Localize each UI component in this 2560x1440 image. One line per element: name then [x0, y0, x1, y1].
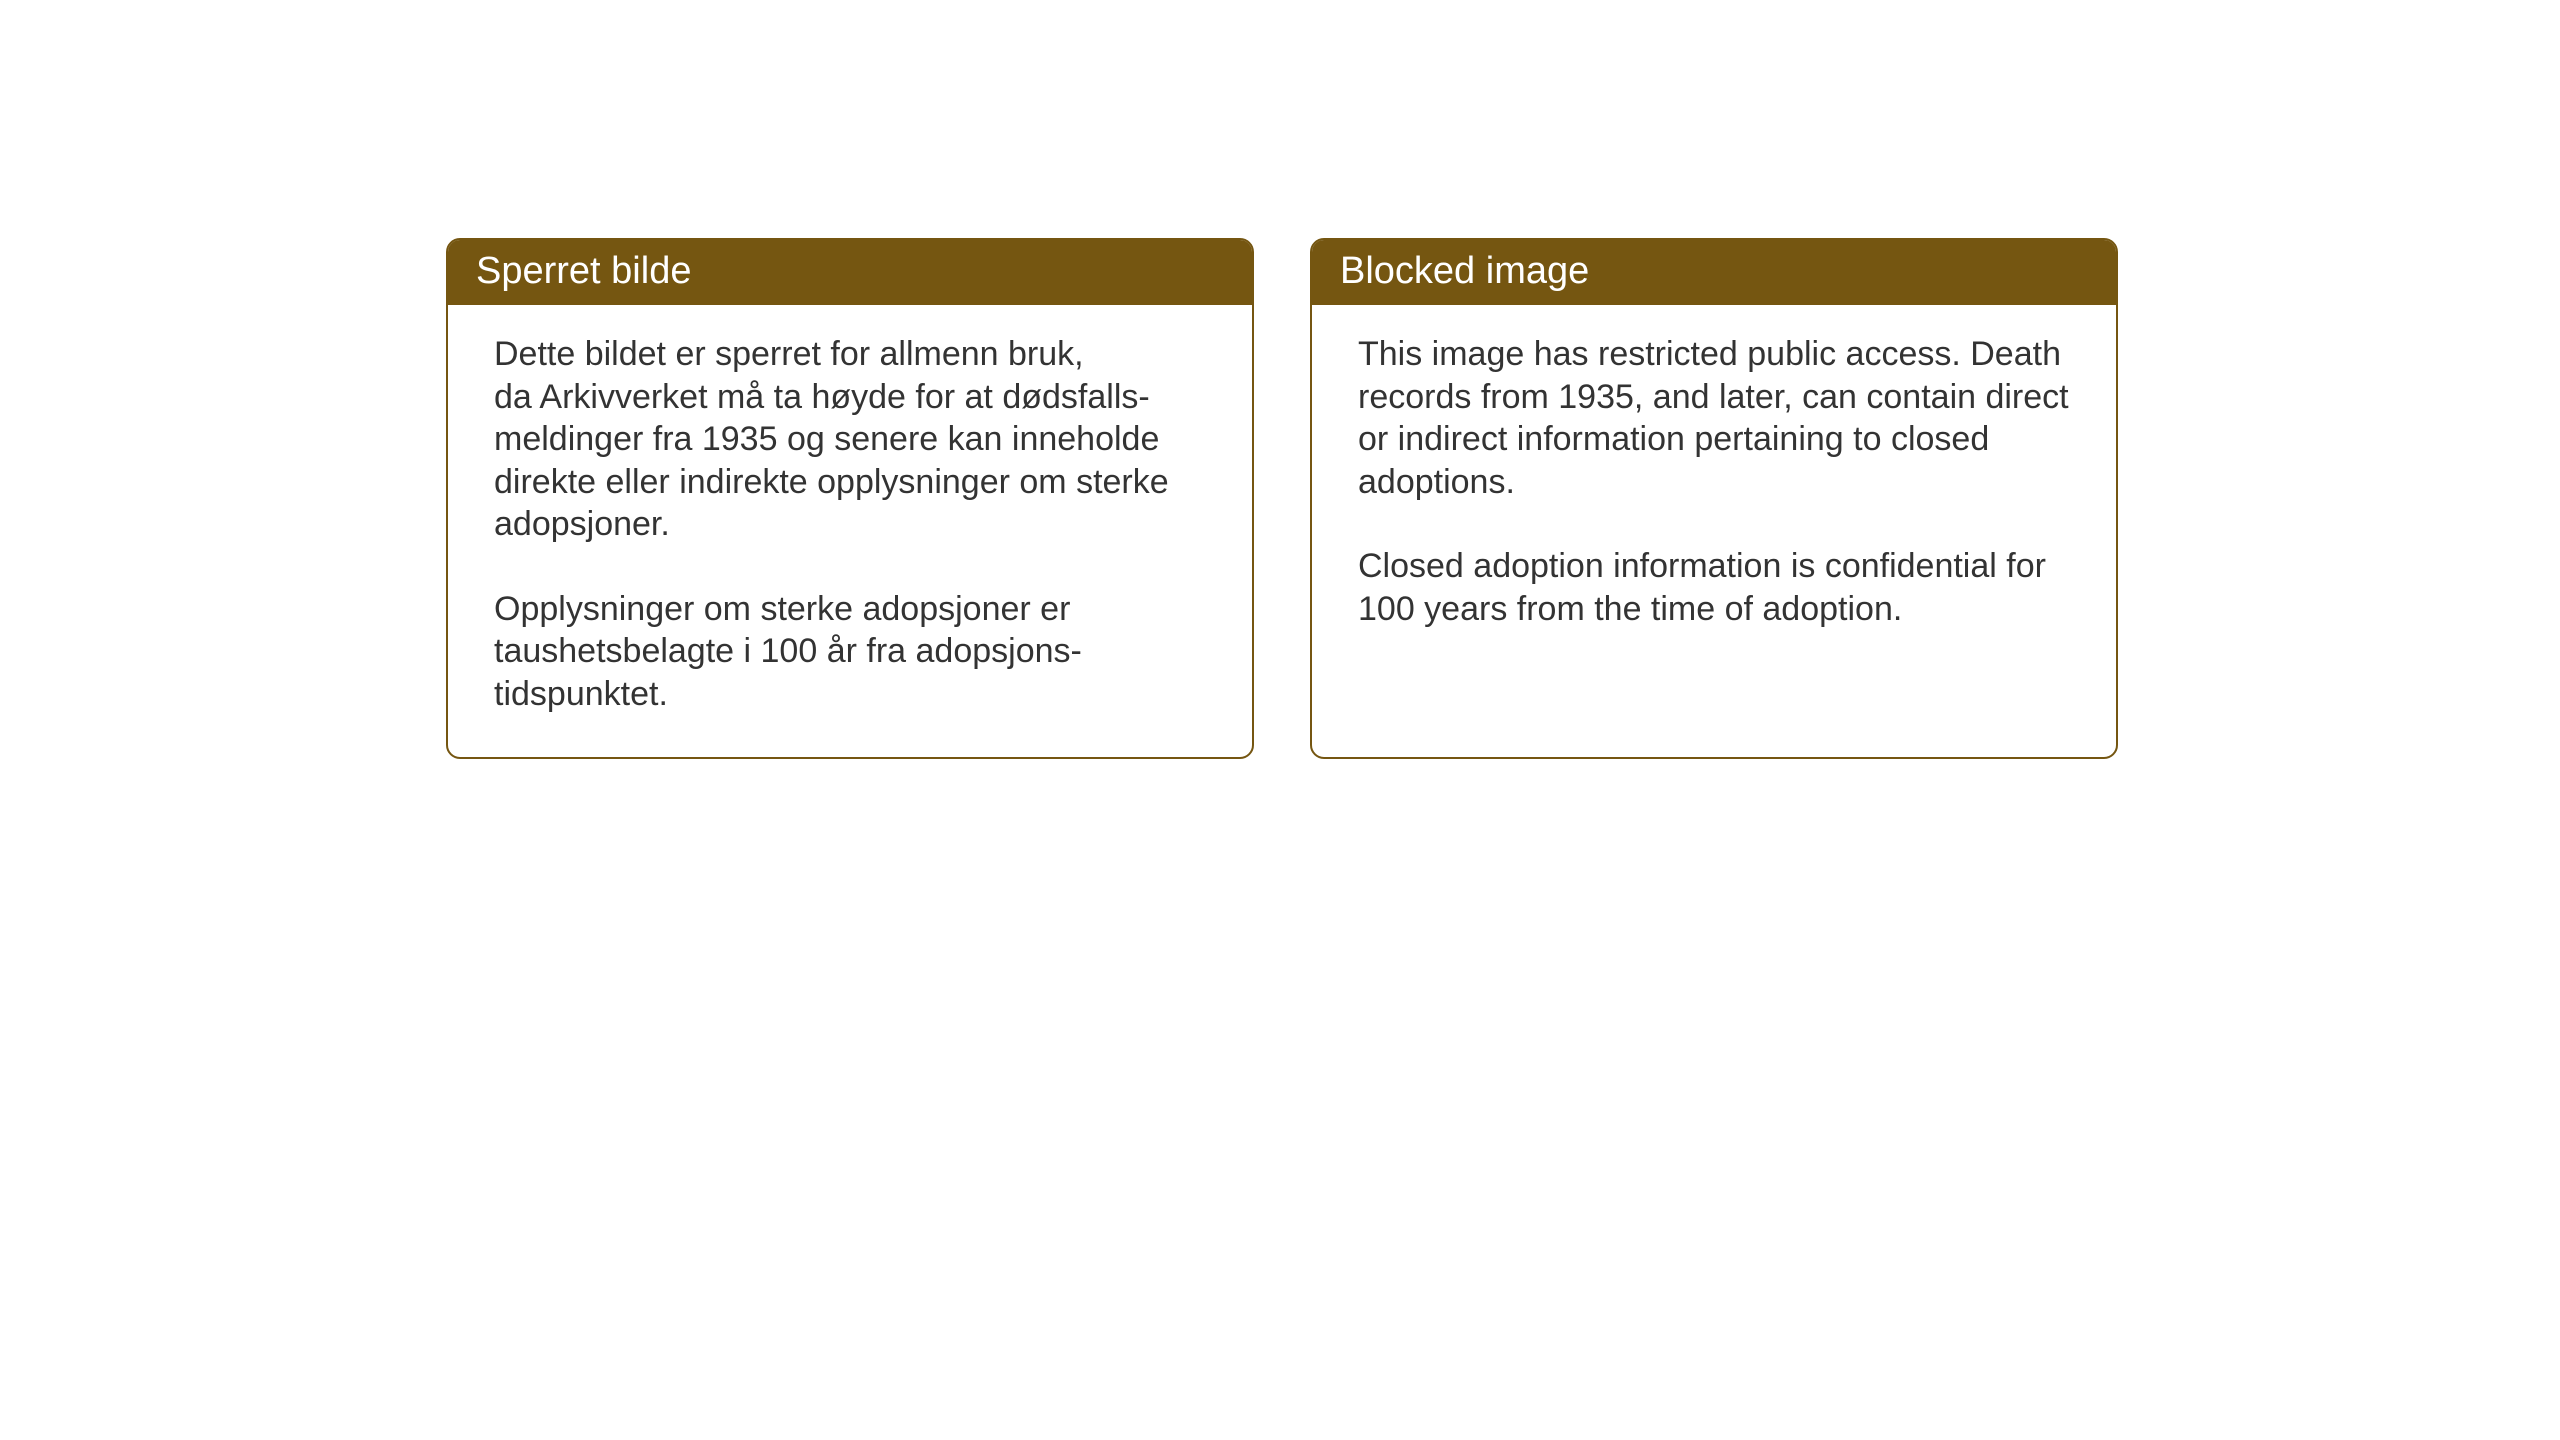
norwegian-notice-title: Sperret bilde	[448, 240, 1252, 305]
norwegian-notice-body: Dette bildet er sperret for allmenn bruk…	[448, 305, 1252, 757]
english-paragraph-2: Closed adoption information is confident…	[1358, 545, 2070, 630]
norwegian-paragraph-2: Opplysninger om sterke adopsjoner er tau…	[494, 588, 1206, 716]
english-paragraph-1: This image has restricted public access.…	[1358, 333, 2070, 503]
english-notice-body: This image has restricted public access.…	[1312, 305, 2116, 672]
norwegian-paragraph-1: Dette bildet er sperret for allmenn bruk…	[494, 333, 1206, 546]
english-notice-box: Blocked image This image has restricted …	[1310, 238, 2118, 759]
english-notice-title: Blocked image	[1312, 240, 2116, 305]
notice-container: Sperret bilde Dette bildet er sperret fo…	[446, 238, 2118, 759]
norwegian-notice-box: Sperret bilde Dette bildet er sperret fo…	[446, 238, 1254, 759]
